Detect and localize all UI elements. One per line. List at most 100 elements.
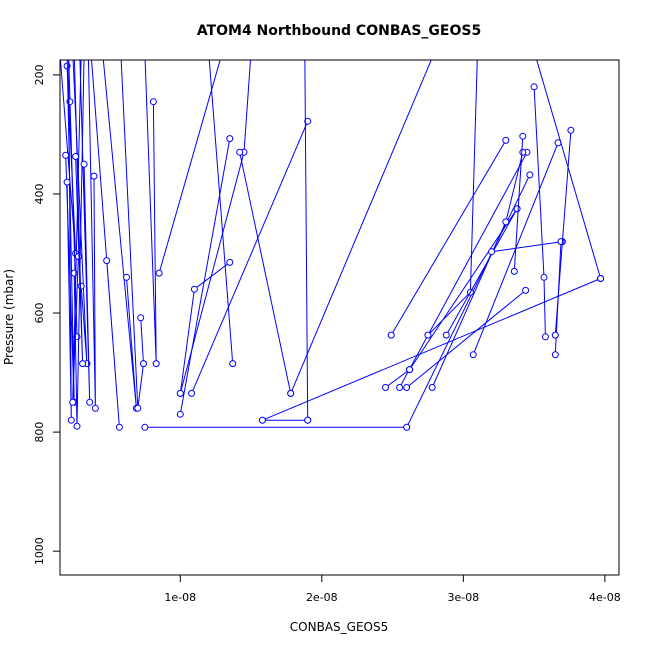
data-point [73, 422, 81, 430]
x-tick-label: 2e-08 [306, 591, 338, 604]
data-point [86, 398, 94, 406]
data-point [88, 51, 94, 57]
data-point [176, 410, 184, 418]
series-line-16 [179, 138, 231, 415]
data-point [220, 48, 226, 54]
data-point [304, 117, 312, 125]
data-point [382, 384, 389, 391]
series-line-24 [290, 60, 432, 394]
data-point [67, 416, 75, 424]
data-point [597, 275, 605, 282]
data-point [258, 416, 266, 424]
data-point [229, 360, 237, 368]
series-line-33 [445, 208, 518, 336]
data-point [248, 48, 254, 54]
series-line-29 [406, 174, 531, 428]
data-point [77, 51, 83, 57]
y-tick-label: 400 [33, 183, 46, 204]
data-point [152, 360, 160, 368]
data-point [513, 205, 521, 213]
data-point [541, 333, 549, 341]
y-tick-label: 600 [33, 303, 46, 324]
data-point [502, 136, 510, 144]
plot-area [60, 48, 605, 431]
data-point [123, 273, 130, 281]
data-point [206, 48, 212, 54]
series-line-28 [399, 152, 528, 388]
series-line-9 [87, 60, 96, 409]
data-point [115, 423, 123, 431]
data-point [62, 151, 70, 159]
x-axis: 1e-08 2e-08 3e-08 4e-08 [164, 574, 621, 604]
data-point [66, 48, 72, 54]
data-point [302, 48, 308, 54]
series-line-27 [390, 140, 507, 336]
data-point [188, 389, 196, 397]
data-point [81, 51, 87, 57]
y-tick-label: 800 [33, 422, 46, 443]
data-point [540, 273, 548, 281]
series-line-23 [304, 60, 309, 421]
chart-title: ATOM4 Northbound CONBAS_GEOS5 [197, 23, 481, 39]
series-line-37 [533, 86, 546, 337]
data-point [64, 51, 70, 57]
data-point [91, 404, 99, 412]
data-point [176, 389, 184, 397]
data-point [69, 398, 77, 406]
data-point [519, 132, 527, 140]
data-point [469, 351, 477, 359]
data-point [287, 389, 295, 397]
data-point [432, 48, 438, 54]
data-point [141, 423, 149, 431]
series-line-35 [491, 241, 563, 253]
data-point [71, 48, 77, 54]
data-point [74, 253, 82, 260]
data-point [551, 351, 559, 359]
data-point [149, 98, 157, 106]
series-line-41 [406, 290, 526, 388]
y-axis: 200 400 600 800 1000 [33, 64, 61, 565]
data-point [510, 267, 518, 275]
data-point [530, 83, 538, 91]
y-tick-label: 1000 [33, 537, 46, 565]
data-point [304, 416, 312, 424]
series-line-15 [158, 60, 221, 274]
data-point [80, 160, 88, 168]
series-line-12 [120, 60, 145, 409]
data-point [387, 331, 395, 339]
series-line-39 [554, 130, 572, 336]
data-point [103, 257, 111, 265]
data-point [396, 384, 404, 391]
x-tick-label: 4e-08 [589, 591, 621, 604]
data-point [78, 51, 84, 57]
data-point [403, 423, 411, 431]
data-point [72, 153, 80, 160]
data-point [155, 269, 163, 277]
data-point [406, 366, 414, 374]
data-point [531, 48, 537, 54]
data-point [488, 248, 496, 256]
data-point [522, 286, 530, 294]
data-point [551, 331, 559, 339]
y-axis-label: Pressure (mbar) [2, 269, 16, 365]
series-line-40 [536, 60, 602, 279]
data-point [190, 285, 198, 293]
data-point [77, 282, 85, 290]
x-axis-label: CONBAS_GEOS5 [290, 620, 388, 634]
x-tick-label: 1e-08 [164, 591, 196, 604]
data-point [118, 51, 124, 57]
data-point [70, 48, 76, 54]
data-point [567, 126, 575, 134]
data-point [502, 218, 510, 226]
data-point [428, 384, 436, 391]
data-point [140, 360, 147, 368]
data-point [63, 178, 71, 186]
data-point [90, 172, 98, 180]
data-point [526, 171, 534, 179]
series-line-19 [179, 60, 251, 394]
data-point [424, 331, 432, 339]
data-point [236, 148, 244, 156]
data-point [475, 48, 481, 54]
data-point [442, 331, 450, 339]
